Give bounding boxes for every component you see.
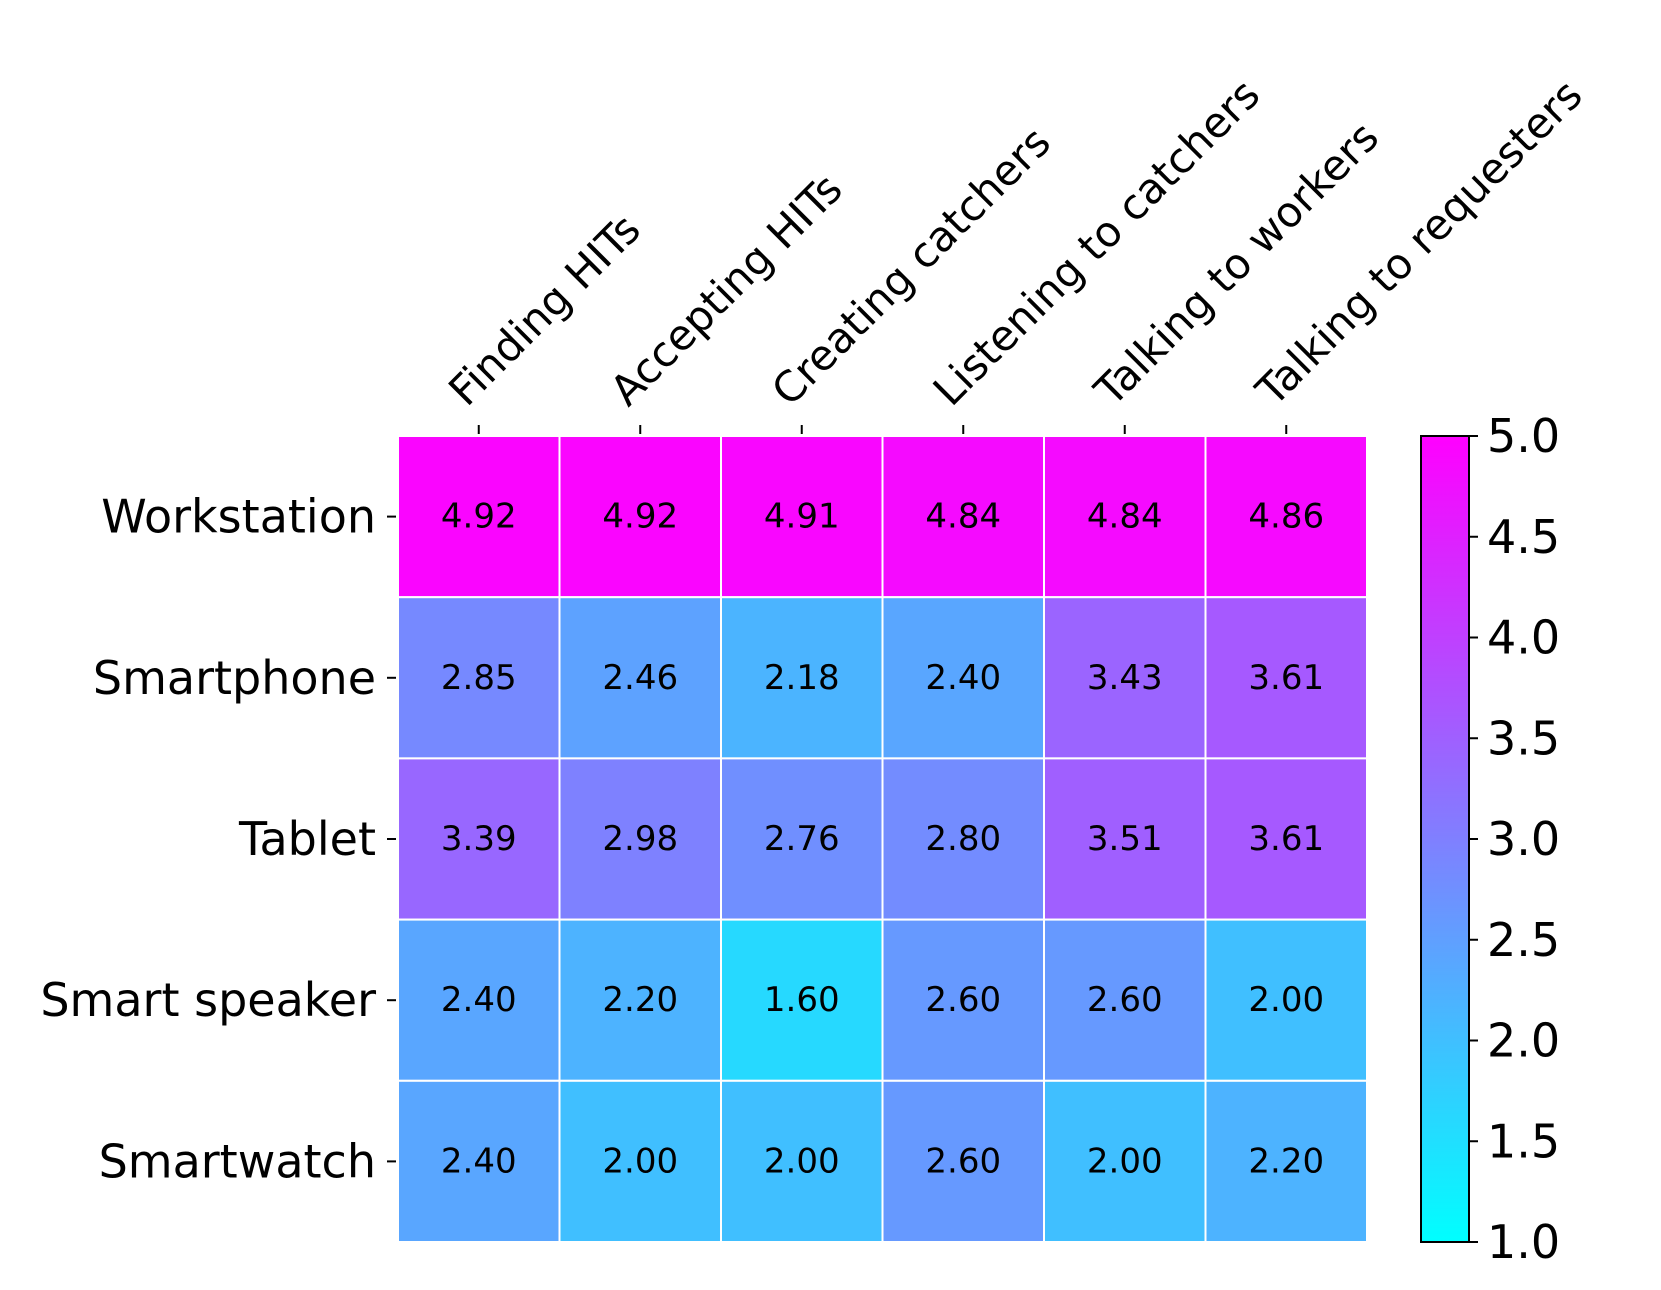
cell-value-label: 2.80 [925,819,1001,859]
cell-value-label: 2.20 [602,980,678,1020]
x-tick-label: Creating catchers [762,117,1060,415]
heatmap-cells: 4.92 4.92 4.91 4.84 4.84 4.86 2.85 2.46 2.18 2.40… [397,435,1368,1244]
heatmap-cell [720,1079,884,1244]
colorbar-tick-label: 5.0 [1487,409,1560,463]
colorbar-tick-label: 1.0 [1487,1215,1560,1269]
cell-value-label: 2.60 [925,980,1001,1020]
cell-value-label: 2.76 [764,819,840,859]
y-tick-label: Smartwatch [99,1134,376,1188]
colorbar-tick-label: 3.0 [1487,812,1560,866]
heatmap-cell [881,596,1045,760]
heatmap-cell [1043,435,1207,599]
colorbar-tick-label: 2.0 [1487,1014,1560,1068]
cell-value-label: 2.20 [1248,1141,1324,1181]
cell-value-label: 2.85 [441,658,517,698]
heatmap-cell [558,596,722,760]
heatmap-cell [1043,1079,1207,1244]
heatmap-cell [881,757,1045,921]
heatmap-cell [397,1079,561,1244]
cell-value-label: 1.60 [764,980,840,1020]
y-axis-ticks: Workstation Smartphone Tablet Smart speaker… [40,490,396,1188]
colorbar-tick-label: 1.5 [1487,1114,1560,1168]
heatmap-cell [558,435,722,599]
x-tick-label: Talking to requesters [1246,70,1592,416]
cell-value-label: 2.00 [1087,1141,1163,1181]
y-tick-label: Tablet [238,812,376,866]
heatmap-cell [720,918,884,1082]
cell-value-label: 2.46 [602,658,678,698]
heatmap-cell [1204,596,1368,760]
colorbar-tick-label: 2.5 [1487,913,1560,967]
heatmap-cell [397,918,561,1082]
heatmap-cell [558,918,722,1082]
cell-value-label: 3.51 [1087,819,1163,859]
heatmap-cell [397,757,561,921]
y-tick-label: Smartphone [93,651,376,705]
heatmap-cell [1204,757,1368,921]
cell-value-label: 2.40 [441,1141,517,1181]
cell-value-label: 4.92 [602,497,678,537]
cell-value-label: 4.84 [925,497,1001,537]
colorbar-tick-label: 3.5 [1487,711,1560,765]
cell-value-label: 4.86 [1248,497,1324,537]
y-tick-label: Smart speaker [40,973,376,1027]
cell-value-label: 2.40 [441,980,517,1020]
colorbar-tick-label: 4.5 [1487,510,1560,564]
cell-value-label: 3.61 [1248,658,1324,698]
heatmap-cell [881,435,1045,599]
cell-value-label: 2.00 [764,1141,840,1181]
cell-value-label: 2.40 [925,658,1001,698]
colorbar-gradient [1420,435,1470,1243]
cell-value-label: 4.91 [764,497,840,537]
cell-value-label: 3.39 [441,819,517,859]
cell-value-label: 2.60 [1087,980,1163,1020]
heatmap-cell [1043,918,1207,1082]
heatmap-cell [881,918,1045,1082]
heatmap-cell [881,1079,1045,1244]
cell-value-label: 2.00 [1248,980,1324,1020]
cell-value-label: 2.18 [764,658,840,698]
y-tick-label: Workstation [101,490,376,544]
cell-value-label: 2.60 [925,1141,1001,1181]
heatmap-border [397,435,1368,1243]
heatmap-cell [397,435,561,599]
heatmap-cell [1204,435,1368,599]
cell-value-label: 4.84 [1087,497,1163,537]
cell-value-label: 2.98 [602,819,678,859]
x-tick-label: Listening to catchers [924,70,1270,416]
x-tick-label: Talking to workers [1084,112,1388,416]
heatmap-cell [1043,757,1207,921]
colorbar-tick-label: 4.0 [1487,611,1560,665]
cell-value-label: 3.61 [1248,819,1324,859]
cell-value-label: 4.92 [441,497,517,537]
cell-value-label: 3.43 [1087,658,1163,698]
heatmap-cell [558,757,722,921]
colorbar: 1.0 1.5 2.0 2.5 3.0 3.5 4.0 4.5 5.0 [1420,409,1560,1269]
cell-value-label: 2.00 [602,1141,678,1181]
